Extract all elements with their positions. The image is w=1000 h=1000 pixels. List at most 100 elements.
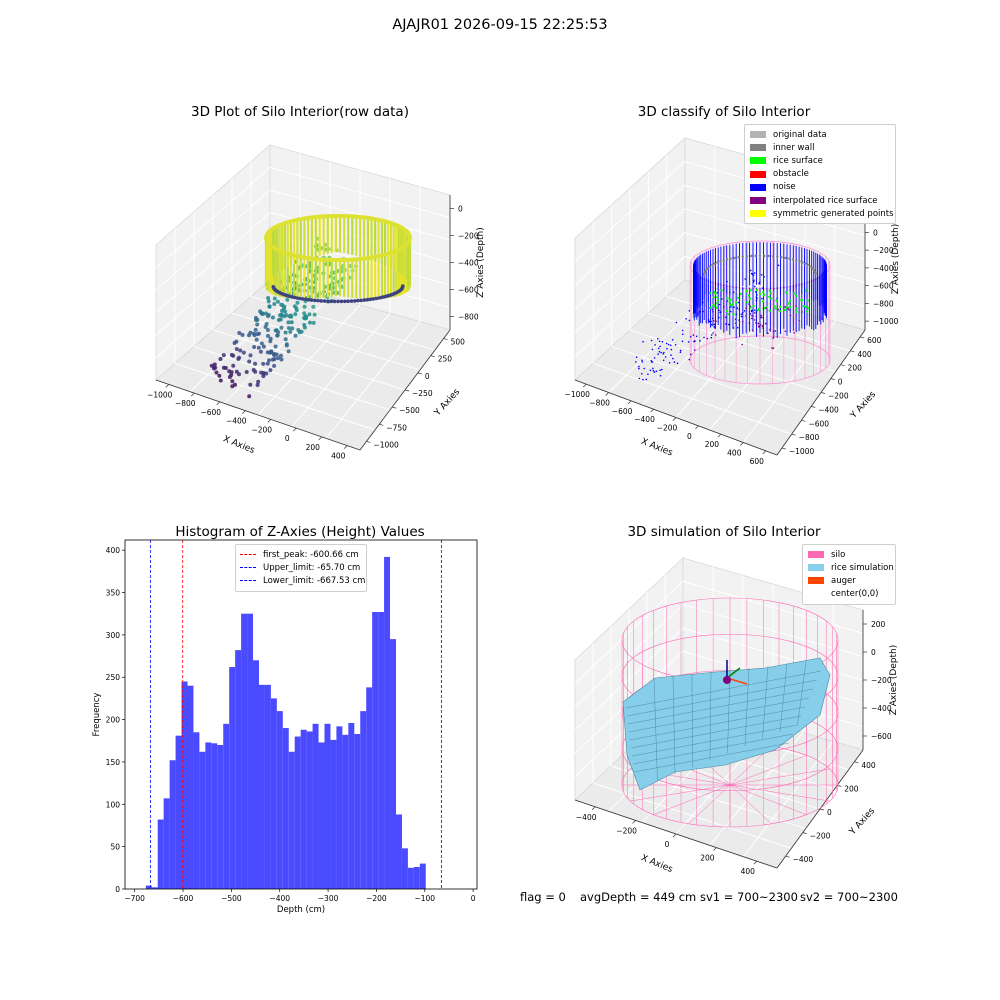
noise-point: [749, 313, 752, 315]
legend-swatch: [750, 197, 766, 205]
inner-wall-point: [711, 263, 714, 267]
x-tick-label: −400: [226, 417, 247, 426]
noise-point: [688, 358, 691, 361]
raw-point: [267, 358, 271, 363]
y-tick: [850, 350, 855, 353]
y-tick: [379, 423, 384, 426]
raw-point: [278, 353, 283, 358]
raw-point: [252, 345, 257, 349]
legend-label: silo: [831, 549, 846, 560]
interpolated-point: [767, 332, 769, 334]
legend-entry: first_peak: -600.66 cm: [240, 548, 362, 561]
y-tick: [392, 406, 397, 409]
histogram-bar: [366, 687, 373, 889]
raw-point: [266, 296, 271, 300]
raw-point: [302, 311, 307, 316]
inner-wall-point: [808, 265, 812, 268]
z-tick-label: −200: [873, 246, 894, 255]
histogram-bar: [205, 742, 212, 889]
raw-point: [353, 299, 357, 303]
rice-surface-point: [802, 305, 806, 308]
rice-surface-point: [739, 292, 743, 296]
noise-point: [669, 344, 672, 347]
noise-point: [641, 373, 643, 375]
raw-point: [302, 322, 307, 327]
rice-surface-point: [745, 289, 748, 293]
raw-point: [295, 300, 300, 305]
rice-surface-point: [758, 307, 761, 311]
raw-point: [231, 363, 236, 368]
y-tick: [785, 855, 790, 858]
raw-point: [213, 365, 218, 370]
noise-point: [659, 369, 661, 371]
legend-entry: Lower_limit: -667.53 cm: [240, 574, 365, 587]
x-tick-label: −800: [589, 399, 610, 408]
interpolated-point: [765, 307, 767, 309]
inner-wall-point: [722, 259, 725, 262]
interpolated-point: [745, 307, 747, 309]
inner-wall-point: [788, 257, 791, 260]
z-tick-label: 0: [873, 228, 878, 237]
noise-point: [725, 316, 727, 319]
raw-point: [319, 299, 323, 303]
interpolated-point: [784, 306, 786, 308]
x-tick: [591, 806, 596, 811]
rice-surface-point: [709, 306, 713, 309]
raw-point: [248, 353, 253, 358]
raw-point: [309, 298, 314, 302]
interpolated-point: [751, 317, 753, 320]
noise-point: [743, 310, 746, 312]
raw-point: [266, 299, 271, 304]
rice-surface-point: [761, 300, 765, 303]
rice-surface-point: [792, 292, 796, 295]
raw-point: [300, 297, 305, 301]
raw-point: [298, 296, 302, 301]
noise-point: [651, 348, 654, 351]
raw-point: [247, 394, 252, 399]
noise-point: [667, 343, 670, 346]
histogram-bar: [413, 866, 420, 889]
noise-point: [659, 345, 661, 348]
raw-point: [253, 315, 258, 320]
noise-point: [642, 378, 644, 381]
noise-point: [708, 320, 711, 323]
histogram-bar: [157, 819, 164, 889]
y-tick-label: −250: [412, 389, 433, 398]
silo-spoke: [729, 755, 807, 786]
noise-point: [657, 338, 659, 340]
rice-surface-point: [800, 299, 804, 302]
rice-mesh-line: [631, 724, 798, 757]
x-tick: [753, 860, 758, 865]
inner-wall-point: [733, 256, 736, 260]
raw-point: [251, 331, 256, 336]
x-axis-line: [155, 379, 361, 451]
raw-point: [280, 308, 284, 313]
interpolated-point: [798, 319, 800, 322]
rice-mesh-line: [797, 661, 807, 726]
classify-points: [635, 240, 831, 385]
raw-plot-title: 3D Plot of Silo Interior(row data): [191, 104, 409, 120]
legend-label: Upper_limit: -65.70 cm: [263, 562, 361, 573]
z-tick-label: −800: [873, 299, 894, 308]
interpolated-point: [754, 319, 756, 321]
noise-point: [695, 335, 698, 338]
rice-surface-point: [787, 302, 790, 305]
raw-point: [279, 302, 284, 307]
rice-surface-point: [748, 297, 752, 300]
noise-point: [737, 326, 739, 329]
y-tick-label: 350: [106, 589, 121, 598]
x-tick-label: 400: [331, 452, 346, 461]
noise-point: [650, 360, 652, 362]
y-tick-label: 150: [106, 758, 121, 767]
raw-point: [272, 363, 277, 368]
x-axis-label: X Axies: [639, 437, 674, 459]
silo-spoke: [653, 784, 731, 815]
legend-entry: rice simulation: [808, 561, 894, 574]
rice-surface-point: [746, 301, 749, 304]
noise-point: [642, 341, 644, 343]
raw-point: [260, 312, 265, 316]
noise-point: [693, 340, 695, 343]
histogram-bar: [211, 743, 218, 889]
raw-point: [229, 352, 234, 357]
x-tick: [713, 847, 717, 851]
